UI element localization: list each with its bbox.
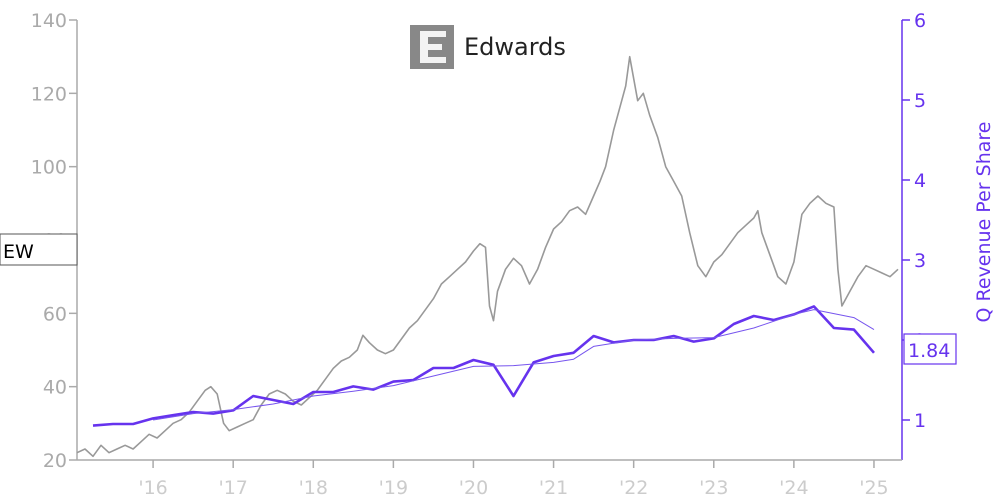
right-axis-ticks: 123456 [902,10,926,432]
last-value-text: 1.84 [908,340,950,362]
revenue-trend-line [153,309,875,421]
last-value-label: 1.84 [903,333,957,365]
right-tick-label: 3 [914,250,926,272]
left-tick-label: 20 [43,450,67,472]
left-tick-label: 40 [43,377,67,399]
price-line [76,55,899,458]
left-tick-label: 140 [31,10,67,32]
x-tick-label: '19 [379,477,408,499]
x-tick-label: '20 [459,477,488,499]
x-tick-label: '17 [218,477,247,499]
x-axis-ticks: '16 '17 '18 '19 '20 '21 '22 '23 '24 '25 [138,460,889,499]
logo-text: Edwards [464,33,566,61]
x-tick-label: '25 [859,477,888,499]
x-tick-label: '18 [299,477,328,499]
series-layer [76,55,899,458]
logo-emblem-mark [420,31,446,63]
edwards-logo: Edwards [410,25,566,69]
right-axis-title: Q Revenue Per Share [973,122,995,323]
right-tick-label: 5 [914,90,926,112]
x-tick-label: '23 [699,477,728,499]
right-tick-label: 1 [914,410,926,432]
right-tick-label: 4 [914,170,926,192]
x-tick-label: '24 [779,477,808,499]
left-tick-label: 60 [43,303,67,325]
ticker-label-text: EW [3,241,34,263]
left-tick-label: 100 [31,157,67,179]
ticker-label: EW [0,233,78,266]
last-value-box [903,333,957,365]
ticker-label-box [0,233,78,266]
x-tick-label: '16 [138,477,167,499]
right-tick-label: 6 [914,10,926,32]
revenue-per-share-line [92,305,875,427]
x-tick-label: '21 [539,477,568,499]
left-tick-label: 120 [31,83,67,105]
x-tick-label: '22 [619,477,648,499]
